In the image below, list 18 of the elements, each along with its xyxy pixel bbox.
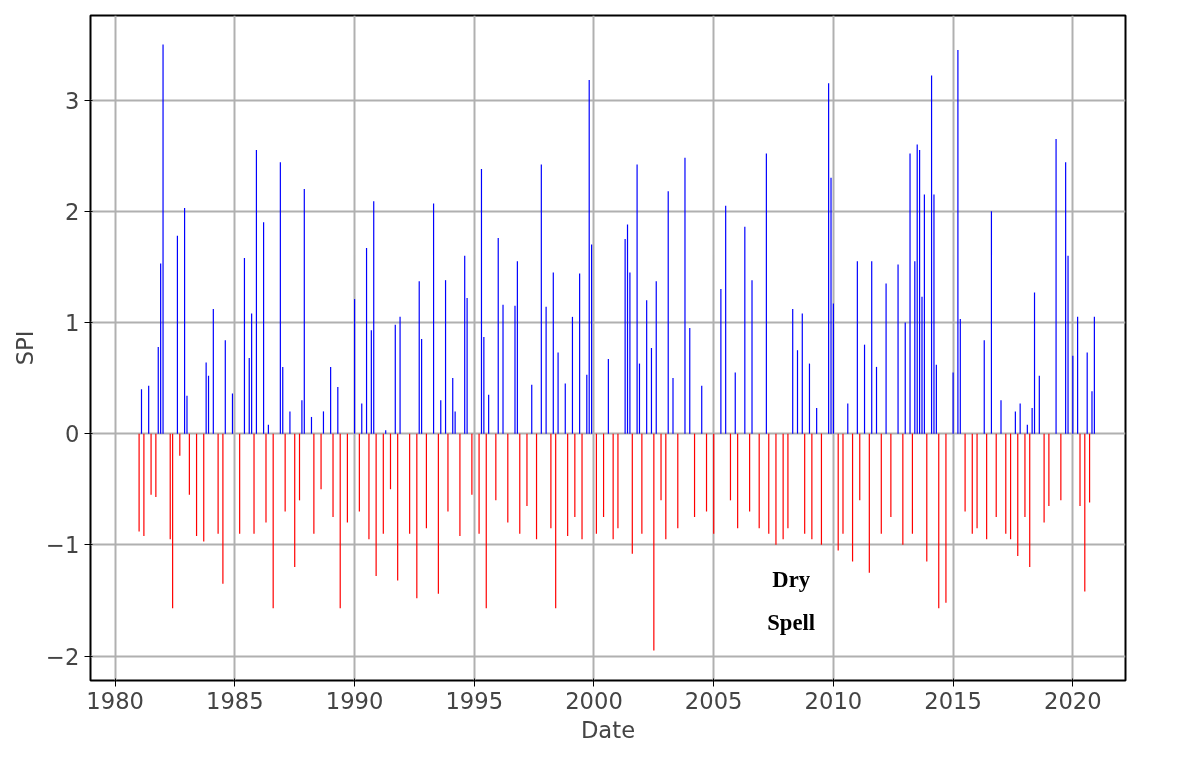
annotation: Dry Spell bbox=[767, 566, 816, 635]
x-tick-label: 2005 bbox=[684, 687, 743, 714]
y-axis-title: SPI bbox=[12, 330, 39, 366]
x-tick-label: 1980 bbox=[86, 687, 144, 714]
x-tick-label: 1990 bbox=[325, 687, 384, 714]
y-tick-label: −2 bbox=[46, 643, 80, 670]
x-axis-title: Date bbox=[580, 716, 636, 743]
x-tick-label: 1995 bbox=[445, 687, 504, 714]
y-tick-label: 2 bbox=[65, 198, 80, 225]
y-tick-label: −1 bbox=[46, 532, 80, 559]
x-tick-label: 2020 bbox=[1044, 687, 1102, 714]
y-tick-label: 3 bbox=[65, 87, 80, 114]
x-tick-label: 2000 bbox=[565, 687, 623, 714]
y-tick-label: 0 bbox=[65, 421, 80, 448]
x-tick-label: 2010 bbox=[804, 687, 863, 714]
x-tick-label: 1985 bbox=[206, 687, 264, 714]
x-tick-label: 2015 bbox=[924, 687, 982, 714]
y-tick-label: 1 bbox=[65, 309, 80, 336]
